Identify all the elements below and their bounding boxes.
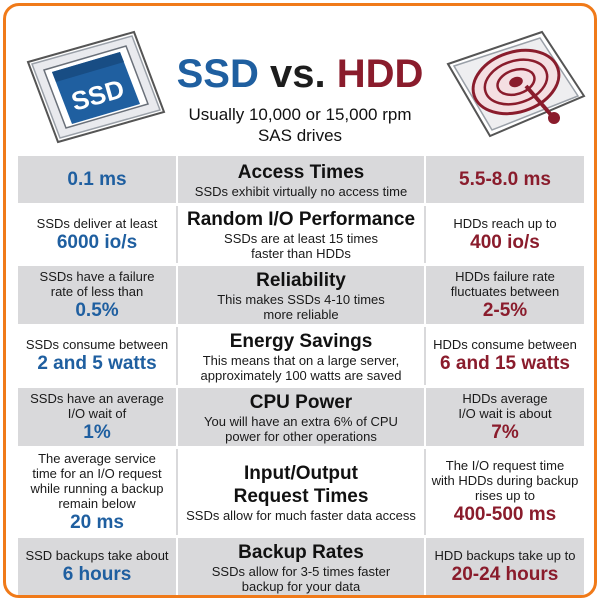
- hdd-cell: HDDs failure rate fluctuates between 2-5%: [426, 266, 584, 324]
- hdd-value: 2-5%: [482, 299, 528, 321]
- metric-description: You will have an extra 6% of CPU: [204, 413, 398, 429]
- hdd-value: 7%: [491, 421, 519, 443]
- ssd-note: The average service: [38, 450, 156, 466]
- ssd-note: remain below: [58, 495, 136, 511]
- hdd-cell: HDDs consume between 6 and 15 watts: [426, 327, 584, 385]
- hdd-value: 400 io/s: [470, 231, 540, 253]
- ssd-value: 20 ms: [70, 511, 124, 533]
- ssd-cell: SSDs have a failure rate of less than 0.5%: [18, 266, 176, 324]
- metric-cell: Input/Output Request Times SSDs allow for …: [176, 449, 426, 535]
- hdd-note: I/O wait is about: [458, 405, 552, 421]
- subtitle: Usually 10,000 or 15,000 rpm SAS drives: [156, 104, 444, 146]
- hdd-note: with HDDs during backup: [431, 473, 579, 488]
- ssd-note: rate of less than: [50, 283, 144, 299]
- comparison-table: 0.1 ms Access Times SSDs exhibit virtually…: [18, 156, 584, 595]
- metric-description: SSDs are at least 15 times: [224, 231, 378, 246]
- comparison-row: SSDs have a failure rate of less than 0.5%…: [18, 266, 584, 324]
- metric-title: Access Times: [237, 161, 365, 183]
- ssd-value: 0.1 ms: [67, 169, 127, 190]
- metric-title: Random I/O Performance: [186, 209, 416, 230]
- hdd-drive-icon: [446, 30, 586, 138]
- metric-title: Request Times: [233, 485, 369, 507]
- metric-title: Energy Savings: [229, 330, 373, 352]
- ssd-cell: The average service time for an I/O reque…: [18, 449, 176, 535]
- hdd-cell: The I/O request time with HDDs during bac…: [426, 449, 584, 535]
- ssd-note: I/O wait of: [67, 405, 127, 421]
- hdd-cell: HDD backups take up to 20-24 hours: [426, 538, 584, 595]
- ssd-note: SSDs have a failure: [39, 268, 155, 284]
- metric-description: backup for your data: [241, 578, 361, 594]
- comparison-row: SSDs have an average I/O wait of 1% CPU Pow…: [18, 388, 584, 446]
- metric-cell: Energy Savings This means that on a large…: [176, 327, 426, 385]
- metric-cell: Backup Rates SSDs allow for 3-5 times fas…: [176, 538, 426, 595]
- subtitle-line: SAS drives: [257, 126, 343, 145]
- hdd-value: 400-500 ms: [453, 504, 557, 525]
- header: SSD SSD vs. HDD Usually 10,000 or 15,000…: [6, 6, 594, 156]
- ssd-note: SSDs consume between: [25, 337, 169, 352]
- ssd-value: 2 and 5 watts: [37, 353, 157, 374]
- hdd-note: HDD backups take up to: [434, 548, 576, 563]
- metric-description: more reliable: [263, 306, 339, 322]
- infographic-frame: SSD SSD vs. HDD Usually 10,000 or 15,000…: [3, 3, 597, 598]
- title-vs: vs.: [269, 52, 326, 96]
- comparison-row: SSDs deliver at least 6000 io/s Random I/O…: [18, 206, 584, 263]
- ssd-note: SSDs deliver at least: [36, 215, 158, 231]
- title-ssd: SSD: [176, 52, 259, 96]
- metric-description: SSDs allow for much faster data access: [186, 507, 416, 523]
- metric-description: faster than HDDs: [251, 246, 351, 261]
- metric-description: approximately 100 watts are saved: [200, 367, 402, 383]
- page-title: SSD vs. HDD: [6, 54, 594, 94]
- metric-description: This means that on a large server,: [202, 352, 400, 368]
- hdd-note: HDDs failure rate: [455, 268, 555, 284]
- ssd-note: SSD backups take about: [25, 548, 169, 563]
- hdd-note: rises up to: [475, 488, 535, 503]
- hdd-note: HDDs average: [462, 390, 548, 406]
- metric-description: SSDs exhibit virtually no access time: [194, 183, 408, 199]
- metric-description: SSDs allow for 3-5 times faster: [211, 563, 391, 579]
- ssd-note: time for an I/O request: [32, 465, 162, 481]
- ssd-note: SSDs have an average: [30, 390, 164, 406]
- ssd-cell: SSDs have an average I/O wait of 1%: [18, 388, 176, 446]
- ssd-cell: SSDs consume between 2 and 5 watts: [18, 327, 176, 385]
- comparison-row: SSD backups take about 6 hours Backup Rate…: [18, 538, 584, 595]
- title-hdd: HDD: [336, 52, 424, 96]
- ssd-cell: SSDs deliver at least 6000 io/s: [18, 206, 176, 263]
- comparison-row: 0.1 ms Access Times SSDs exhibit virtually…: [18, 156, 584, 203]
- hdd-cell: HDDs reach up to 400 io/s: [426, 206, 584, 263]
- metric-title: Input/Output: [244, 462, 358, 484]
- ssd-cell: 0.1 ms: [18, 156, 176, 203]
- hdd-note: HDDs consume between: [433, 337, 577, 352]
- metric-title: Reliability: [256, 269, 346, 291]
- metric-cell: Random I/O Performance SSDs are at least …: [176, 206, 426, 263]
- metric-cell: CPU Power You will have an extra 6% of CP…: [176, 388, 426, 446]
- metric-cell: Access Times SSDs exhibit virtually no ac…: [176, 156, 426, 203]
- ssd-value: 6 hours: [62, 564, 132, 585]
- hdd-note: fluctuates between: [450, 283, 560, 299]
- metric-cell: Reliability This makes SSDs 4-10 times mor…: [176, 266, 426, 324]
- metric-description: This makes SSDs 4-10 times: [217, 291, 385, 307]
- ssd-value: 0.5%: [75, 299, 119, 321]
- ssd-value: 1%: [83, 421, 111, 443]
- hdd-value: 20-24 hours: [451, 564, 559, 585]
- metric-title: CPU Power: [249, 391, 353, 413]
- subtitle-line: Usually 10,000 or 15,000 rpm: [188, 105, 412, 124]
- hdd-note: The I/O request time: [445, 458, 565, 473]
- metric-description: power for other operations: [225, 428, 377, 444]
- hdd-cell: 5.5-8.0 ms: [426, 156, 584, 203]
- comparison-row: SSDs consume between 2 and 5 watts Energy …: [18, 327, 584, 385]
- hdd-note: HDDs reach up to: [453, 215, 557, 231]
- metric-title: Backup Rates: [238, 541, 364, 563]
- hdd-cell: HDDs average I/O wait is about 7%: [426, 388, 584, 446]
- comparison-row: The average service time for an I/O reque…: [18, 449, 584, 535]
- hdd-value: 5.5-8.0 ms: [459, 169, 551, 190]
- ssd-note: while running a backup: [30, 480, 164, 496]
- ssd-cell: SSD backups take about 6 hours: [18, 538, 176, 595]
- ssd-drive-icon: SSD: [26, 30, 166, 144]
- ssd-value: 6000 io/s: [56, 231, 138, 253]
- hdd-value: 6 and 15 watts: [440, 353, 570, 374]
